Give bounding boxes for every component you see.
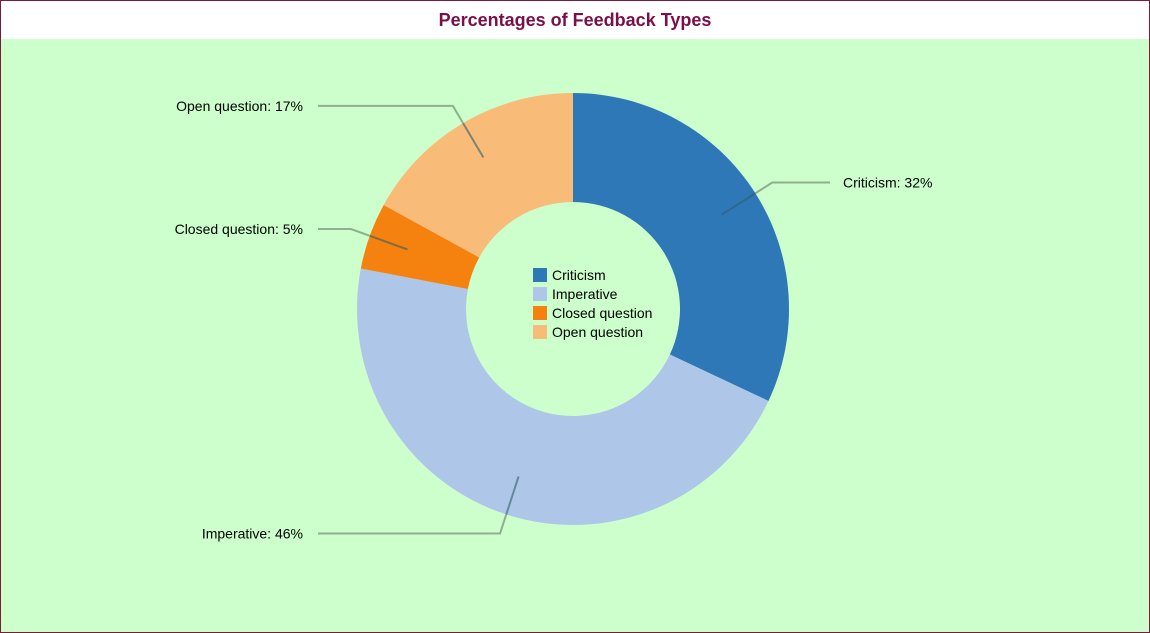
slice-closed-question (360, 204, 480, 289)
slice-criticism (573, 93, 789, 401)
leader-inner-imperative (505, 476, 520, 515)
slice-open-question (383, 93, 573, 258)
legend-swatch-closed-question (533, 306, 547, 320)
chart-title: Percentages of Feedback Types (438, 9, 712, 30)
leader-imperative (318, 514, 508, 535)
leader-closed-question (318, 228, 371, 237)
legend-swatch-open-question (533, 325, 547, 339)
chart-legend: Criticism Imperative Closed question Open q… (533, 267, 652, 340)
donut-slices (357, 93, 789, 525)
leader-open-question (318, 104, 464, 124)
leader-inner-open-question (462, 122, 485, 159)
legend-label-imperative: Imperative (552, 286, 618, 302)
slice-label-criticism: Criticism: 32% (843, 175, 932, 191)
slice-imperative (357, 268, 769, 525)
title-bar: Percentages of Feedback Types (1, 1, 1149, 39)
slice-labels: Criticism: 32% Imperative: 46% Closed ques… (175, 98, 933, 542)
leader-inner-criticism (721, 192, 756, 216)
slice-label-open-question: Open question: 17% (176, 98, 303, 114)
leader-criticism (754, 181, 830, 195)
legend-label-criticism: Criticism (552, 267, 606, 283)
legend-label-open-question: Open question (552, 324, 643, 340)
slice-label-imperative: Imperative: 46% (202, 525, 303, 541)
label-leaders (318, 104, 830, 535)
legend-swatch-criticism (533, 268, 547, 282)
leader-inner-closed-question (369, 234, 408, 251)
legend-swatch-imperative (533, 287, 547, 301)
legend-label-closed-question: Closed question (552, 305, 652, 321)
slice-label-closed-question: Closed question: 5% (175, 221, 303, 237)
